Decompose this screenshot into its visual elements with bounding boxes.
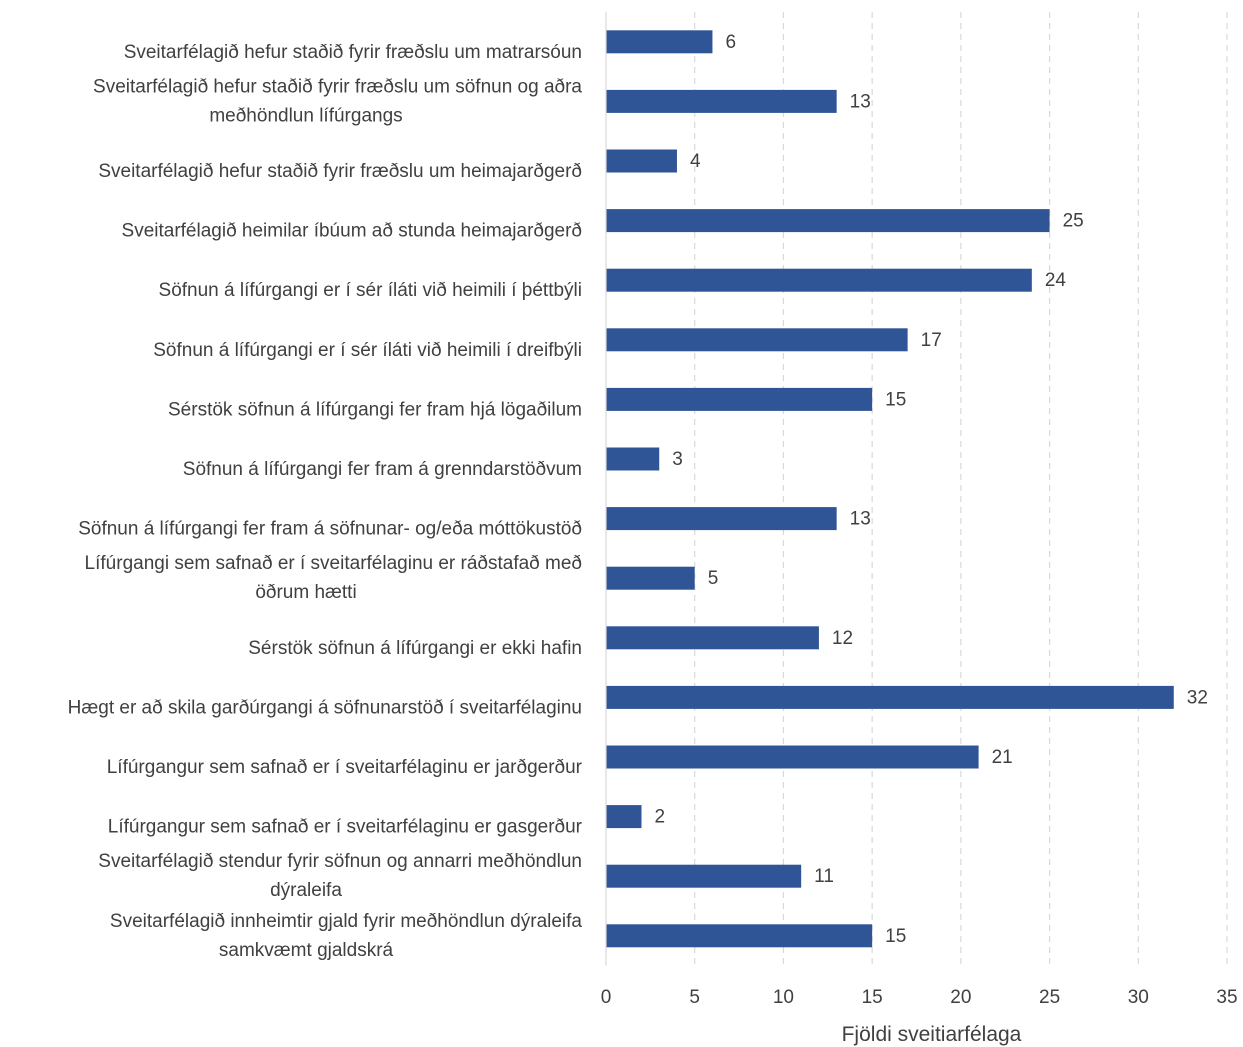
data-labels: 6 13 4 25 24 17 15 3 13 5 12 32 21 2 11 15	[654, 32, 1207, 947]
category-label-6: Söfnun á lífúrgangi er í sér íláti við h…	[153, 340, 582, 361]
x-tick-25: 25	[1039, 987, 1060, 1008]
bar-14	[606, 805, 642, 829]
category-label-15-line-2: dýraleifa	[270, 880, 342, 901]
category-label-10-line-2: öðrum hætti	[255, 582, 356, 603]
category-label-4: Sveitarfélagið heimilar íbúum að stunda …	[122, 221, 582, 242]
data-label-6: 17	[921, 330, 942, 351]
data-label-9: 13	[850, 509, 871, 530]
bars	[606, 30, 1174, 948]
data-label-3: 4	[690, 151, 701, 172]
bar-4	[606, 209, 1050, 233]
data-label-14: 2	[654, 807, 665, 828]
bar-10	[606, 566, 695, 590]
bar-7	[606, 387, 873, 411]
data-label-15: 11	[814, 866, 834, 887]
data-label-7: 15	[885, 389, 906, 410]
bar-6	[606, 328, 908, 352]
bar-8	[606, 447, 660, 471]
data-label-11: 12	[832, 628, 853, 649]
gridlines	[694, 12, 1228, 966]
bar-2	[606, 89, 837, 113]
data-label-2: 13	[850, 91, 871, 112]
category-label-16-line-1: Sveitarfélagið innheimtir gjald fyrir me…	[110, 911, 583, 932]
x-tick-0: 0	[601, 987, 612, 1008]
x-tick-35: 35	[1216, 987, 1237, 1008]
x-tick-30: 30	[1128, 987, 1149, 1008]
category-labels: Sveitarfélagið hefur staðið fyrir fræðsl…	[68, 42, 583, 961]
category-label-12: Hægt er að skila garðúrgangi á söfnunars…	[68, 697, 582, 718]
category-label-11: Sérstök söfnun á lífúrgangi er ekki hafi…	[248, 638, 582, 659]
category-label-8: Söfnun á lífúrgangi fer fram á grenndars…	[183, 459, 582, 480]
category-label-15-line-1: Sveitarfélagið stendur fyrir söfnun og a…	[98, 851, 582, 872]
data-label-13: 21	[992, 747, 1013, 768]
x-tick-20: 20	[950, 987, 971, 1008]
bar-5	[606, 268, 1032, 292]
bar-16	[606, 924, 873, 948]
data-label-12: 32	[1187, 687, 1208, 708]
category-label-5: Söfnun á lífúrgangi er í sér íláti við h…	[159, 280, 582, 301]
bar-9	[606, 507, 837, 531]
data-label-4: 25	[1063, 211, 1084, 232]
x-tick-labels: 0 5 10 15 20 25 30 35	[601, 987, 1238, 1008]
data-label-10: 5	[708, 568, 719, 589]
x-tick-15: 15	[862, 987, 883, 1008]
bar-13	[606, 745, 979, 769]
category-label-9: Söfnun á lífúrgangi fer fram á söfnunar-…	[78, 519, 582, 540]
category-label-2-line-2: meðhöndlun lífúrgangs	[209, 105, 402, 126]
bar-12	[606, 685, 1174, 709]
bar-15	[606, 864, 802, 888]
x-tick-5: 5	[689, 987, 700, 1008]
data-label-8: 3	[672, 449, 683, 470]
data-label-16: 15	[885, 926, 906, 947]
category-label-2-line-1: Sveitarfélagið hefur staðið fyrir fræðsl…	[93, 76, 582, 97]
category-label-14: Lífúrgangur sem safnað er í sveitarfélag…	[108, 817, 583, 838]
data-label-5: 24	[1045, 270, 1067, 291]
category-label-16-line-2: samkvæmt gjaldskrá	[219, 940, 394, 961]
category-label-13: Lífúrgangur sem safnað er í sveitarfélag…	[107, 757, 583, 778]
category-label-1: Sveitarfélagið hefur staðið fyrir fræðsl…	[124, 42, 582, 63]
x-tick-10: 10	[773, 987, 794, 1008]
category-label-3: Sveitarfélagið hefur staðið fyrir fræðsl…	[98, 161, 582, 182]
bar-11	[606, 626, 819, 650]
category-label-10-line-1: Lífúrgangi sem safnað er í sveitarfélagi…	[85, 553, 582, 574]
bar-3	[606, 149, 677, 173]
category-label-7: Sérstök söfnun á lífúrgangi fer fram hjá…	[168, 399, 582, 420]
data-label-1: 6	[725, 32, 736, 53]
x-axis-title: Fjöldi sveitiarfélaga	[842, 1023, 1022, 1046]
bar-1	[606, 30, 713, 54]
